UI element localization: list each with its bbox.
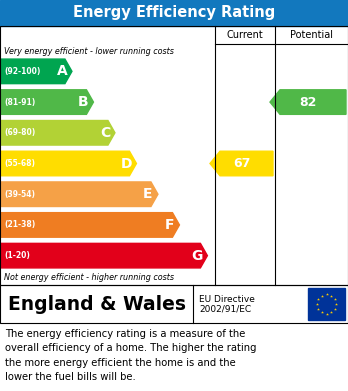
Polygon shape: [1, 213, 180, 237]
Text: (21-38): (21-38): [4, 221, 35, 230]
Polygon shape: [1, 151, 136, 176]
Text: (81-91): (81-91): [4, 98, 35, 107]
Text: A: A: [57, 65, 67, 78]
Text: G: G: [192, 249, 203, 263]
Text: EU Directive: EU Directive: [199, 296, 255, 305]
Text: 2002/91/EC: 2002/91/EC: [199, 305, 251, 314]
Text: The energy efficiency rating is a measure of the
overall efficiency of a home. T: The energy efficiency rating is a measur…: [5, 329, 256, 382]
Polygon shape: [1, 59, 72, 84]
Text: B: B: [78, 95, 89, 109]
Text: Potential: Potential: [290, 30, 333, 40]
Polygon shape: [210, 151, 273, 176]
Polygon shape: [1, 90, 94, 114]
Text: (1-20): (1-20): [4, 251, 30, 260]
Polygon shape: [1, 120, 115, 145]
Text: 82: 82: [299, 95, 317, 109]
Bar: [0, 0, 348, 26]
Text: Very energy efficient - lower running costs: Very energy efficient - lower running co…: [4, 47, 174, 56]
Text: (39-54): (39-54): [4, 190, 35, 199]
Text: E: E: [143, 187, 153, 201]
Bar: [0, 26, 348, 285]
Text: England & Wales: England & Wales: [8, 294, 186, 314]
Text: F: F: [165, 218, 174, 232]
Text: D: D: [121, 156, 132, 170]
Polygon shape: [270, 90, 346, 114]
Text: (69-80): (69-80): [4, 128, 35, 137]
Text: 67: 67: [233, 157, 250, 170]
Text: Current: Current: [227, 30, 263, 40]
Text: (92-100): (92-100): [4, 67, 40, 76]
Text: Energy Efficiency Rating: Energy Efficiency Rating: [73, 5, 275, 20]
Text: (55-68): (55-68): [4, 159, 35, 168]
Polygon shape: [1, 182, 158, 206]
Text: C: C: [100, 126, 110, 140]
Polygon shape: [1, 243, 207, 268]
Bar: [308, 288, 345, 320]
Text: Not energy efficient - higher running costs: Not energy efficient - higher running co…: [4, 273, 174, 283]
Bar: [0, 285, 348, 323]
